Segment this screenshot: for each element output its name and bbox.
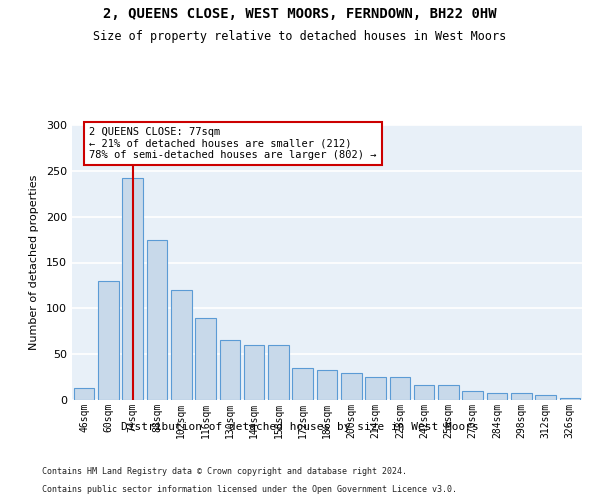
Text: 2, QUEENS CLOSE, WEST MOORS, FERNDOWN, BH22 0HW: 2, QUEENS CLOSE, WEST MOORS, FERNDOWN, B… bbox=[103, 8, 497, 22]
Bar bbox=[98, 281, 119, 400]
Text: Distribution of detached houses by size in West Moors: Distribution of detached houses by size … bbox=[121, 422, 479, 432]
Bar bbox=[487, 392, 508, 400]
Y-axis label: Number of detached properties: Number of detached properties bbox=[29, 175, 39, 350]
Bar bbox=[244, 345, 265, 400]
Bar bbox=[74, 388, 94, 400]
Bar bbox=[317, 370, 337, 400]
Text: Size of property relative to detached houses in West Moors: Size of property relative to detached ho… bbox=[94, 30, 506, 43]
Bar bbox=[195, 318, 216, 400]
Bar bbox=[292, 368, 313, 400]
Bar bbox=[511, 392, 532, 400]
Bar bbox=[463, 391, 483, 400]
Bar bbox=[535, 396, 556, 400]
Bar bbox=[268, 345, 289, 400]
Bar bbox=[389, 377, 410, 400]
Bar bbox=[438, 386, 459, 400]
Bar bbox=[560, 398, 580, 400]
Text: Contains public sector information licensed under the Open Government Licence v3: Contains public sector information licen… bbox=[42, 485, 457, 494]
Bar bbox=[220, 340, 240, 400]
Text: 2 QUEENS CLOSE: 77sqm
← 21% of detached houses are smaller (212)
78% of semi-det: 2 QUEENS CLOSE: 77sqm ← 21% of detached … bbox=[89, 127, 377, 160]
Bar bbox=[365, 377, 386, 400]
Bar bbox=[146, 240, 167, 400]
Text: Contains HM Land Registry data © Crown copyright and database right 2024.: Contains HM Land Registry data © Crown c… bbox=[42, 467, 407, 476]
Bar bbox=[341, 372, 362, 400]
Bar bbox=[122, 178, 143, 400]
Bar bbox=[171, 290, 191, 400]
Bar bbox=[414, 386, 434, 400]
